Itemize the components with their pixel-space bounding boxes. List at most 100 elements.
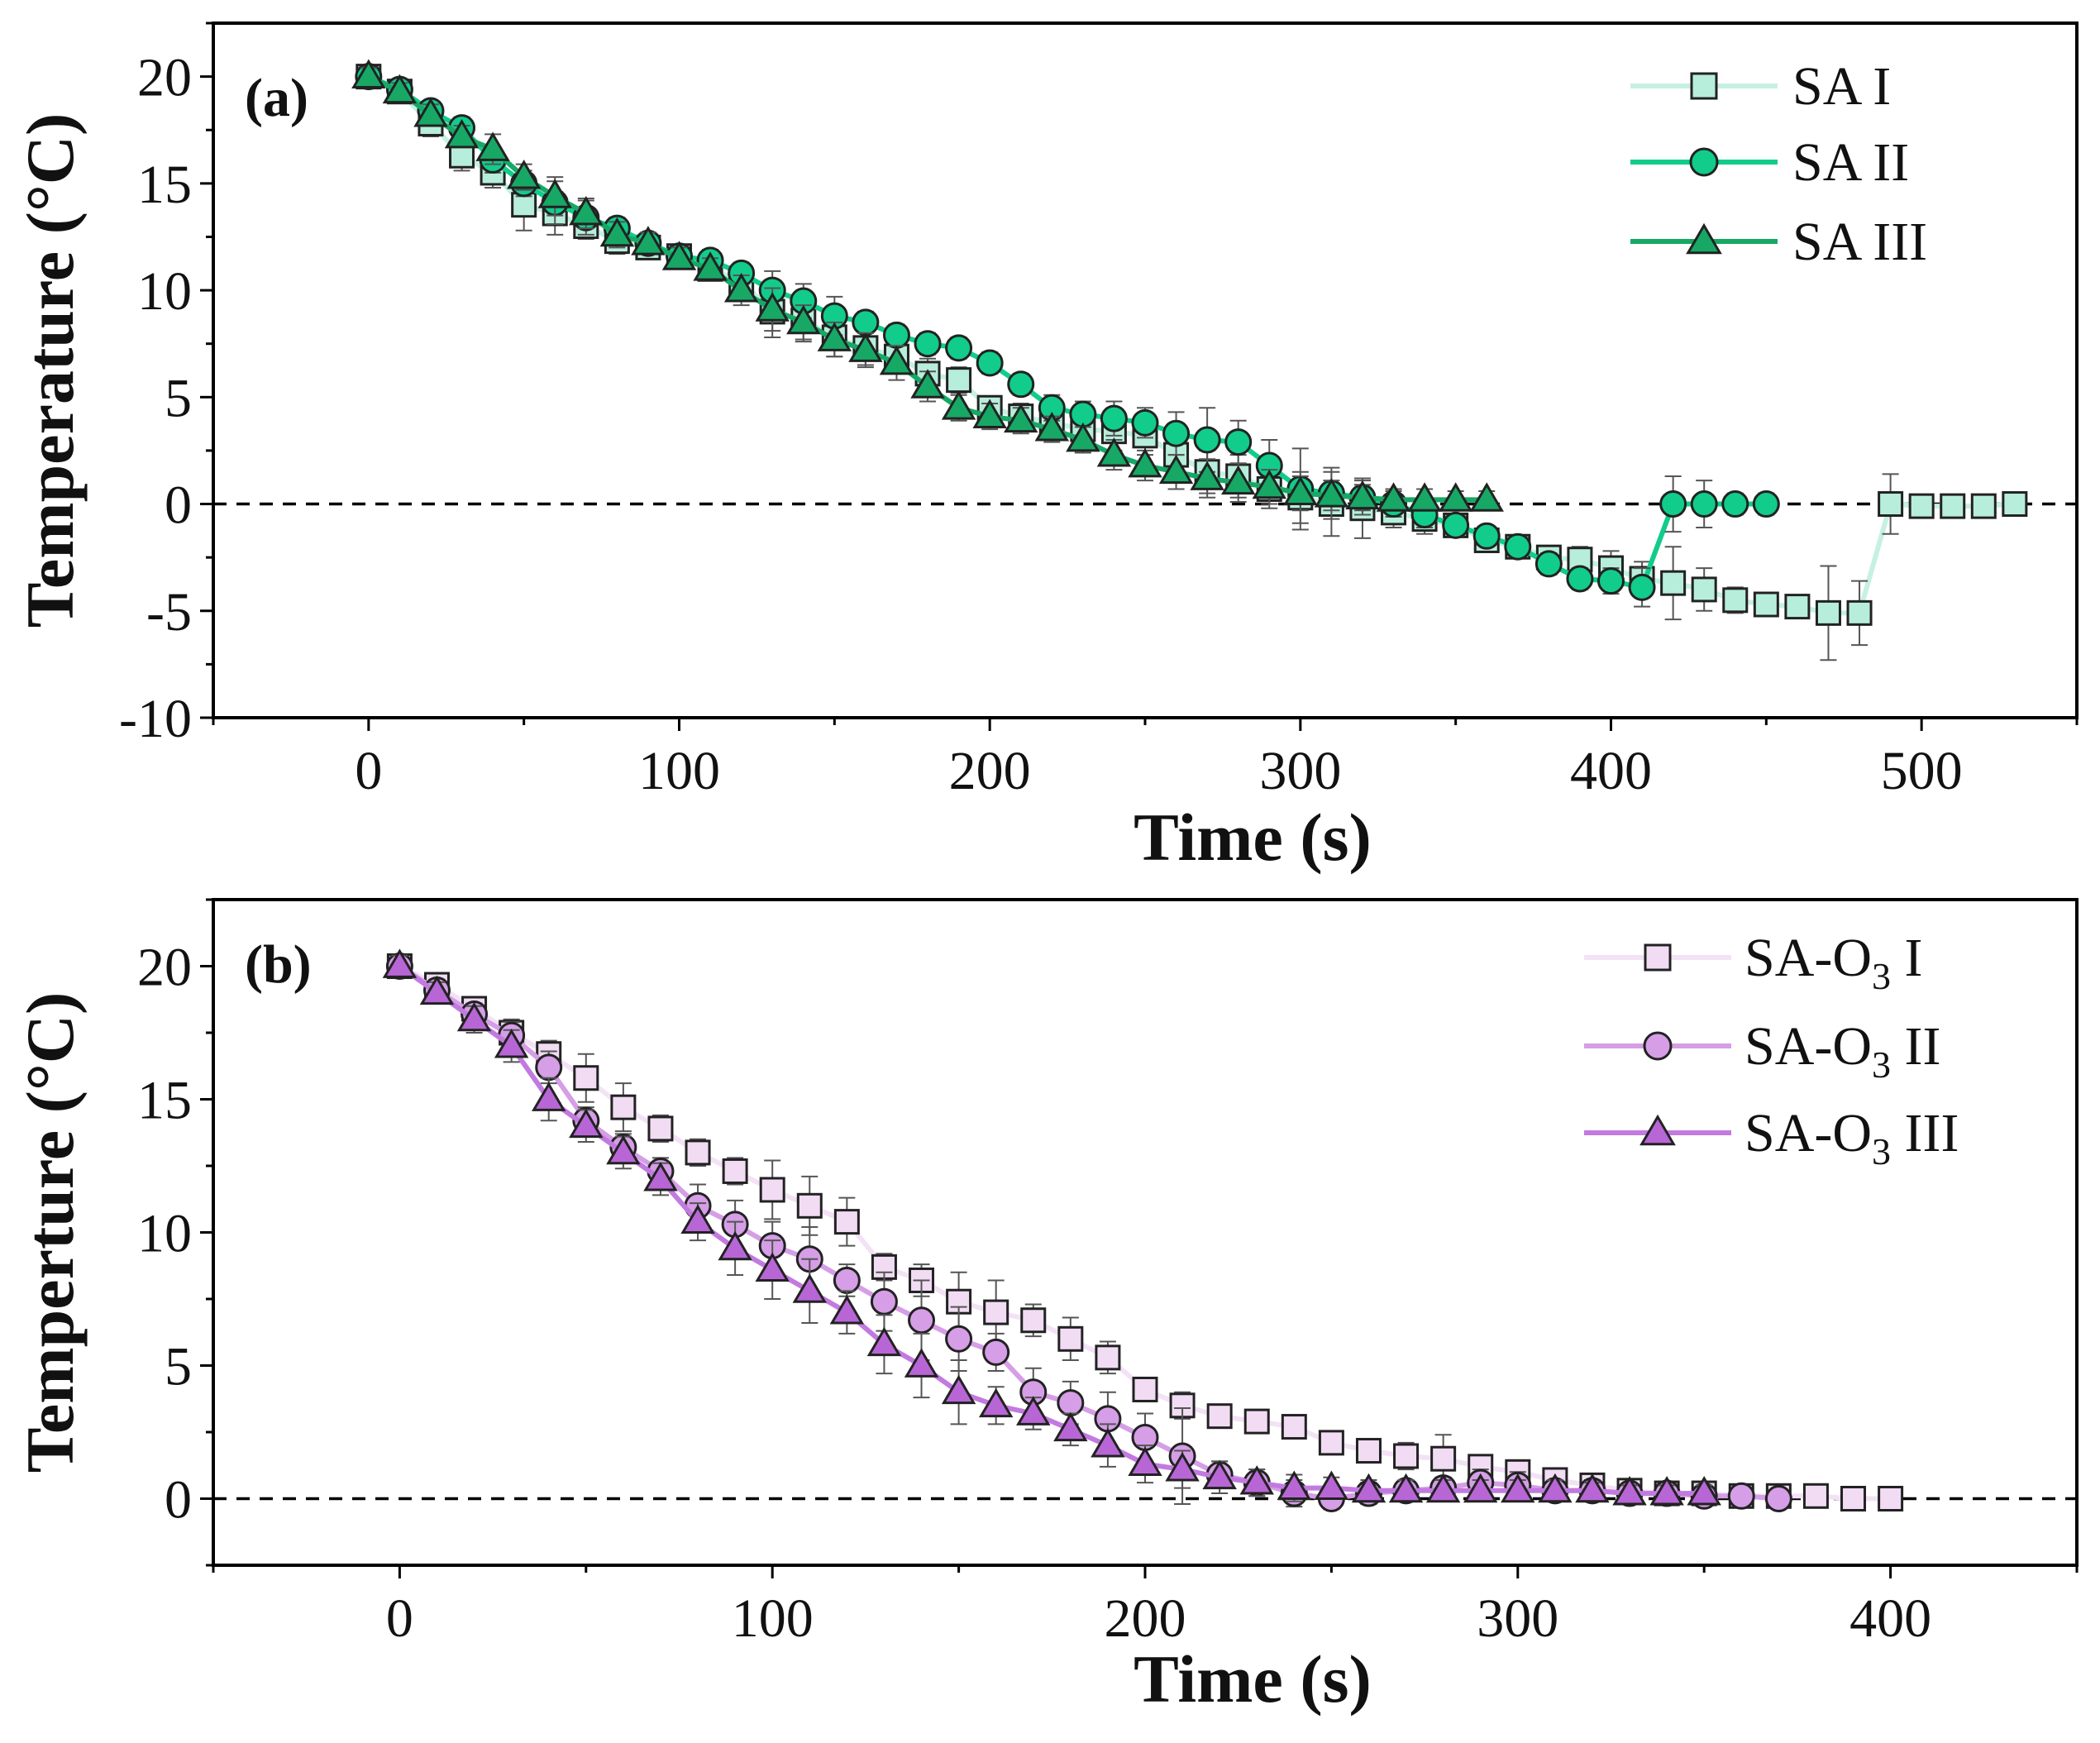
series-line [367, 74, 1487, 503]
data-point [1053, 1411, 1088, 1442]
series-triangle [382, 948, 1721, 1506]
data-point [1132, 1376, 1158, 1402]
data-point [1753, 591, 1779, 618]
data-point [382, 74, 418, 104]
data-point [1020, 1307, 1047, 1334]
data-point [382, 948, 418, 978]
data-point [723, 273, 759, 303]
data-point [569, 195, 604, 226]
series-circle [355, 63, 1780, 608]
data-point [1190, 461, 1224, 490]
data-point [1940, 493, 1966, 519]
data-point [1442, 511, 1470, 539]
x-axis-title: Time (s) [1134, 1641, 1372, 1717]
x-tick-label: 200 [949, 741, 1031, 801]
data-point [1612, 1475, 1647, 1506]
data-point [945, 1325, 973, 1353]
y-tick-label: 20 [137, 938, 192, 998]
data-point [610, 1094, 637, 1120]
data-point [1575, 1473, 1610, 1503]
x-tick-label: 300 [1259, 741, 1341, 801]
data-point [1970, 493, 1997, 519]
data-point [1534, 550, 1563, 578]
y-tick-label: -10 [119, 689, 192, 749]
data-point [882, 321, 910, 349]
data-point [852, 308, 880, 337]
data-point [661, 241, 697, 270]
data-point [1504, 532, 1532, 561]
data-point [1376, 482, 1411, 512]
data-point [1840, 1486, 1867, 1511]
data-point [976, 349, 1004, 377]
data-point [1727, 1482, 1755, 1510]
data-point [1388, 1473, 1424, 1503]
data-point [1501, 1473, 1535, 1503]
data-point [1351, 1473, 1386, 1503]
legend-label: SA I [1792, 56, 1891, 117]
series-triangle [351, 59, 1504, 512]
x-tick-label: 200 [1105, 1588, 1186, 1649]
legend-label-main: SA-O [1744, 928, 1872, 988]
data-point [1100, 404, 1128, 432]
data-point [1407, 482, 1442, 512]
data-point [643, 1162, 678, 1191]
y-tick-label: 20 [137, 48, 192, 108]
legend-label-main: SA-O [1744, 1103, 1872, 1163]
panel-label: (b) [245, 934, 312, 995]
data-point [833, 1266, 861, 1294]
data-point [351, 59, 386, 88]
data-point [1206, 1403, 1233, 1430]
panel-label: (a) [245, 68, 308, 128]
x-tick-label: 100 [732, 1588, 814, 1649]
series-line [367, 74, 1767, 590]
data-point [941, 1374, 976, 1405]
y-axis-title: Temperature (°C) [12, 113, 88, 628]
data-point [2002, 491, 2028, 518]
legend-marker [1644, 943, 1672, 972]
series-line [398, 963, 1779, 1502]
data-point [910, 369, 945, 399]
data-point [1224, 428, 1253, 456]
data-point [870, 1287, 898, 1316]
data-point [1687, 1475, 1721, 1506]
data-point [833, 1209, 860, 1235]
data-point [1690, 490, 1718, 518]
data-point [1158, 454, 1194, 485]
data-point [1057, 1325, 1084, 1352]
data-point [1162, 419, 1191, 447]
data-point [1815, 599, 1841, 626]
legend-marker [1689, 147, 1719, 177]
data-point [978, 1387, 1014, 1418]
data-point [537, 179, 572, 208]
data-point [419, 975, 455, 1005]
data-point [904, 1348, 939, 1378]
data-point [573, 1065, 599, 1091]
data-point [1220, 465, 1256, 495]
y-tick-label: 10 [137, 1204, 192, 1264]
x-tick-label: 400 [1849, 1588, 1931, 1649]
data-point [647, 1115, 674, 1142]
y-tick-label: 15 [137, 155, 192, 215]
panel-b: 0 100 200 300 400 0 5 10 15 20 Time (s) Temperture … [12, 898, 2079, 1717]
panel-a: 0 100 200 300 400 500 -10 -5 0 5 10 15 20 Time (s) Tem… [12, 21, 2079, 875]
data-point [1252, 469, 1286, 499]
legend-label-main: SA I [1792, 56, 1891, 117]
data-point [1193, 426, 1221, 454]
data-point [1764, 1485, 1792, 1512]
data-point [1314, 478, 1349, 508]
data-point [535, 1053, 563, 1082]
data-point [1239, 1465, 1274, 1495]
data-point [914, 330, 942, 358]
data-point [1908, 493, 1935, 519]
data-point [1277, 1470, 1312, 1500]
data-point [1784, 594, 1811, 620]
data-point [1691, 576, 1717, 603]
data-point [413, 98, 448, 127]
data-point [1034, 412, 1070, 442]
data-point [1878, 491, 1904, 518]
data-point [1597, 567, 1625, 595]
data-point [1649, 1475, 1684, 1506]
y-tick-label: 10 [137, 261, 192, 322]
data-point [631, 226, 666, 255]
data-point [475, 131, 510, 161]
